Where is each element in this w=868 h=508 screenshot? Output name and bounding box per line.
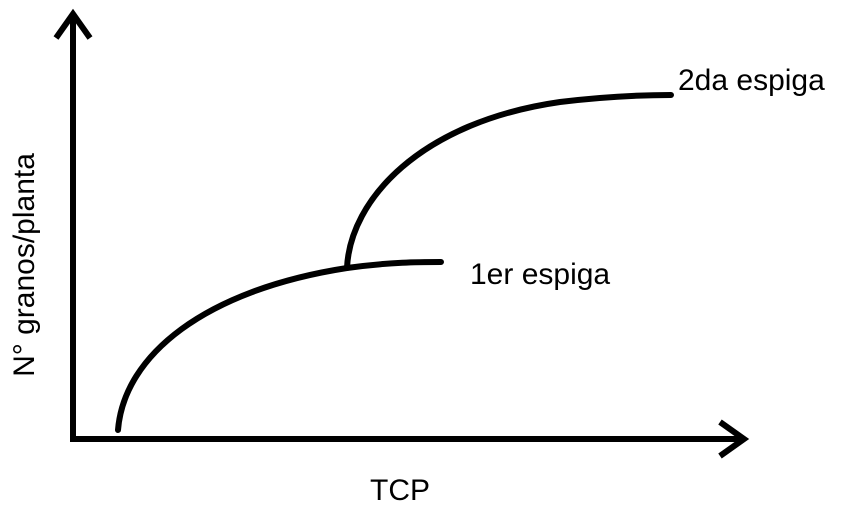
y-axis-label: N° granos/planta	[8, 153, 41, 377]
axes	[53, 8, 750, 459]
curve-label: 2da espiga	[678, 64, 825, 97]
x-axis-label: TCP	[370, 474, 430, 507]
curve-label: 1er espiga	[470, 258, 610, 291]
y-axis-arrow	[53, 8, 93, 40]
curve-first-spike	[115, 259, 444, 433]
x-axis-arrow	[718, 419, 750, 459]
curve-second-spike	[344, 92, 674, 271]
